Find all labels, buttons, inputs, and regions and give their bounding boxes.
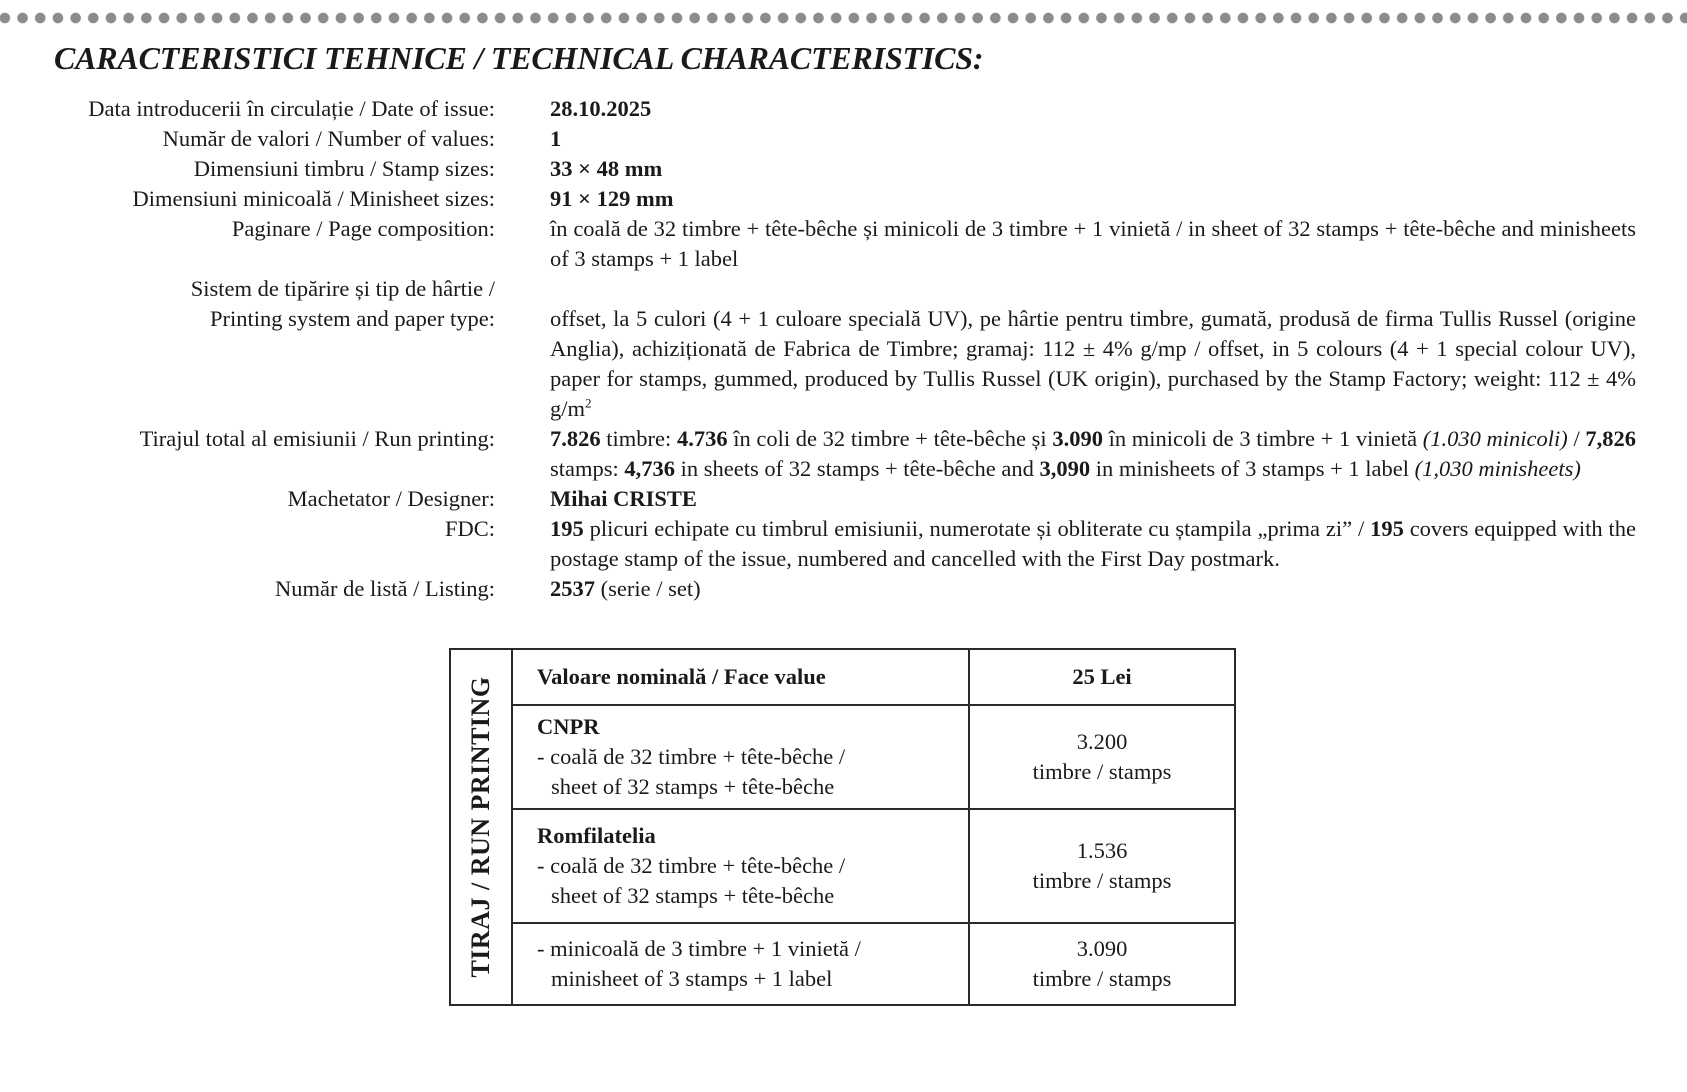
row-count: 3.090 <box>1076 936 1128 961</box>
spec-value: Mihai CRISTE <box>550 484 1636 514</box>
run-seg: în coli de 32 timbre + tête-bêche și <box>727 426 1053 451</box>
row-unit: timbre / stamps <box>1032 966 1172 991</box>
side-label-cell: TIRAJ / RUN PRINTING <box>449 648 513 1006</box>
fdc-seg: 195 <box>550 516 584 541</box>
fdc-seg: plicuri echipate cu timbrul emisiunii, n… <box>583 516 1371 541</box>
run-seg: 4.736 <box>676 426 728 451</box>
row-line: - coală de 32 timbre + tête-bêche / <box>537 744 846 769</box>
specs-list: Data introducerii în circulație / Date o… <box>0 94 1687 604</box>
values-value: 1 <box>550 126 562 151</box>
row-name: CNPR <box>537 714 600 739</box>
row-unit: timbre / stamps <box>1032 868 1172 893</box>
run-seg: (1.030 minicoli) <box>1422 426 1568 451</box>
table-row: - minicoală de 3 timbre + 1 vinietă / min… <box>450 922 1236 1006</box>
spec-label: Număr de valori / Number of values: <box>162 126 495 151</box>
run-seg: 4,736 <box>624 456 676 481</box>
row-name: Romfilatelia <box>537 823 656 848</box>
row-unit: timbre / stamps <box>1032 759 1172 784</box>
row-line: sheet of 32 stamps + tête-bêche <box>551 774 835 799</box>
perforation-border <box>0 12 1687 24</box>
row-count: 1.536 <box>1076 838 1128 863</box>
fdc-seg: 195 <box>1370 516 1404 541</box>
spec-label: Dimensiuni minicoală / Minisheet sizes: <box>132 186 495 211</box>
printing-text: offset, la 5 culori (4 + 1 culoare speci… <box>550 306 1636 421</box>
run-seg: 3,090 <box>1039 456 1091 481</box>
spec-printing: Sistem de tipărire și tip de hârtie / Pri… <box>0 274 1687 424</box>
spec-label: Dimensiuni timbru / Stamp sizes: <box>193 156 495 181</box>
spec-page: Paginare / Page composition: în coală de… <box>0 214 1687 274</box>
spec-listing: Număr de listă / Listing: 2537 (serie / … <box>0 574 1687 604</box>
date-value: 28.10.2025 <box>550 96 652 121</box>
table-cell: - minicoală de 3 timbre + 1 vinietă / min… <box>511 922 970 1006</box>
stamp-size-value: 33 × 48 mm <box>550 156 663 181</box>
run-seg: 3.090 <box>1052 426 1103 451</box>
table-row: CNPR - coală de 32 timbre + tête-bêche / s… <box>450 704 1236 810</box>
table-cell: Romfilatelia - coală de 32 timbre + tête-… <box>511 808 970 924</box>
spec-label-line: Printing system and paper type: <box>210 306 495 331</box>
run-seg: 7.826 <box>550 426 601 451</box>
spec-value: 7.826 timbre: 4.736 în coli de 32 timbre… <box>550 424 1636 484</box>
table-cell: 25 Lei <box>968 648 1236 706</box>
spec-label: Sistem de tipărire și tip de hârtie / Pri… <box>0 274 495 424</box>
run-seg: stamps: <box>550 456 625 481</box>
listing-rest: (serie / set) <box>595 576 701 601</box>
run-seg: timbre: <box>600 426 677 451</box>
run-seg: (1,030 minisheets) <box>1414 456 1581 481</box>
run-printing-table: TIRAJ / RUN PRINTING Valoare nominală / … <box>449 648 1236 1006</box>
row-count: 3.200 <box>1076 729 1128 754</box>
spec-label-line: Sistem de tipărire și tip de hârtie / <box>190 276 495 301</box>
table-cell: CNPR - coală de 32 timbre + tête-bêche / s… <box>511 704 970 810</box>
spec-value: 91 × 129 mm <box>550 184 1636 214</box>
table-cell: 3.200 timbre / stamps <box>968 704 1236 810</box>
page-title: CARACTERISTICI TEHNICE / TECHNICAL CHARA… <box>54 40 984 76</box>
spec-value: offset, la 5 culori (4 + 1 culoare speci… <box>550 304 1636 424</box>
side-label: TIRAJ / RUN PRINTING <box>466 676 495 978</box>
run-seg: 7,826 <box>1585 426 1636 451</box>
spec-value: 28.10.2025 <box>550 94 1636 124</box>
run-seg: / <box>1567 426 1586 451</box>
table-cell: 3.090 timbre / stamps <box>968 922 1236 1006</box>
spec-designer: Machetator / Designer: Mihai CRISTE <box>0 484 1687 514</box>
table-cell: 1.536 timbre / stamps <box>968 808 1236 924</box>
table-cell: Valoare nominală / Face value <box>511 648 970 706</box>
superscript: 2 <box>585 395 592 411</box>
spec-values: Număr de valori / Number of values: 1 <box>0 124 1687 154</box>
minisheet-size-value: 91 × 129 mm <box>550 186 674 211</box>
spec-value: 33 × 48 mm <box>550 154 1636 184</box>
spec-stamp-size: Dimensiuni timbru / Stamp sizes: 33 × 48… <box>0 154 1687 184</box>
row-line: - minicoală de 3 timbre + 1 vinietă / <box>537 936 861 961</box>
spec-fdc: FDC: 195 plicuri echipate cu timbrul emi… <box>0 514 1687 574</box>
spec-label: FDC: <box>444 516 495 541</box>
row-line: - coală de 32 timbre + tête-bêche / <box>537 853 846 878</box>
run-seg: in sheets of 32 stamps + tête-bêche and <box>675 456 1040 481</box>
spec-value: 1 <box>550 124 1636 154</box>
spec-label: Machetator / Designer: <box>287 486 495 511</box>
table-row: Romfilatelia - coală de 32 timbre + tête-… <box>450 808 1236 924</box>
spec-value: 2537 (serie / set) <box>550 574 1636 604</box>
designer-value: Mihai CRISTE <box>550 486 697 511</box>
header-label: Valoare nominală / Face value <box>537 664 826 689</box>
spec-label: Tirajul total al emisiunii / Run printin… <box>139 426 495 451</box>
spec-value: în coală de 32 timbre + tête-bêche și mi… <box>550 216 1636 271</box>
face-value: 25 Lei <box>1072 664 1132 689</box>
spec-run: Tirajul total al emisiunii / Run printin… <box>0 424 1687 484</box>
spec-label: Număr de listă / Listing: <box>275 576 495 601</box>
spec-date: Data introducerii în circulație / Date o… <box>0 94 1687 124</box>
spec-value: 195 plicuri echipate cu timbrul emisiuni… <box>550 514 1636 574</box>
spec-label: Paginare / Page composition: <box>231 216 495 241</box>
spec-label: Data introducerii în circulație / Date o… <box>88 96 495 121</box>
run-seg: in minisheets of 3 stamps + 1 label <box>1090 456 1415 481</box>
table-header-row: TIRAJ / RUN PRINTING Valoare nominală / … <box>449 648 1236 1006</box>
row-line: sheet of 32 stamps + tête-bêche <box>551 883 835 908</box>
spec-minisheet-size: Dimensiuni minicoală / Minisheet sizes: … <box>0 184 1687 214</box>
fdc-seg: covers equipped with the postage stamp o… <box>550 516 1636 571</box>
listing-number: 2537 <box>550 576 595 601</box>
row-line: minisheet of 3 stamps + 1 label <box>551 966 833 991</box>
run-seg: în minicoli de 3 timbre + 1 vinietă <box>1102 426 1423 451</box>
